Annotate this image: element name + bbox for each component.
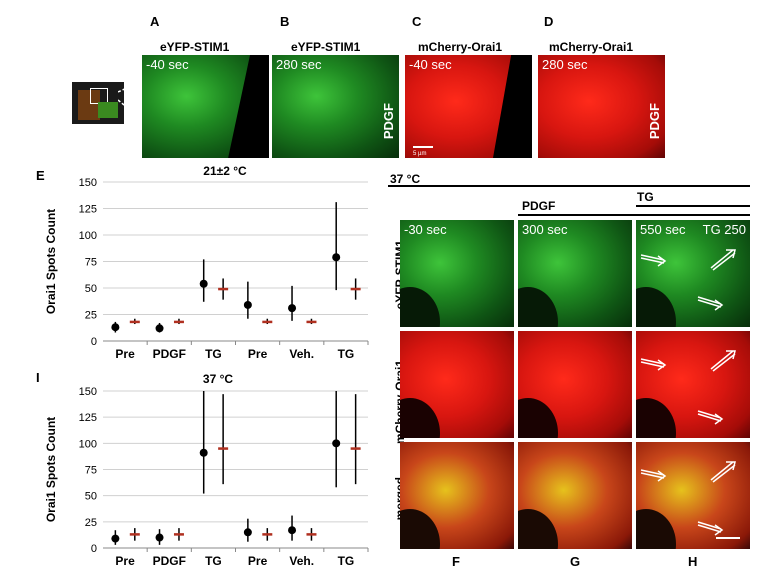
chart-e-xtick-label: PDGF [153,347,186,361]
col-letter-f: F [452,554,460,569]
chart-i-observed-point [155,533,164,542]
col-letter-g: G [570,554,581,569]
tg-bar [636,205,750,207]
chart-e-xtick-label: Pre [115,347,135,361]
panel-d-time: 280 sec [542,57,588,72]
chart-e: 21±2 °C Orai1 Spots Count 0 25 50 75 100 125 150… [44,164,369,361]
panel-letter-e: E [36,168,45,183]
grid-pdgf-label: PDGF [522,199,556,213]
panel-c-time: -40 sec [409,57,452,72]
panel-letter-b: B [280,14,290,29]
chart-e-ytick-label: 150 [79,177,97,189]
chart-e-ytick-label: 0 [91,336,97,348]
panel-h-orai1-arrows [640,350,736,425]
panel-g-merged [518,442,632,549]
panel-f-stim1: -30 sec [400,220,514,327]
panel-a-title: eYFP-STIM1 [160,40,230,54]
panel-d-pdgf-label: PDGF [647,103,662,140]
chart-i-observed-point [199,448,208,457]
chart-i-xtick-label: TG [338,554,355,568]
chart-i-ylabel: Orai1 Spots Count [44,417,58,522]
chart-e-xtick-label: TG [338,347,355,361]
chart-i-observed-point [111,534,120,543]
chart-e-ylabel: Orai1 Spots Count [44,209,58,314]
panel-c-image: -40 sec 5 µm [405,55,532,158]
chart-i-ytick-label: 50 [85,491,97,503]
chart-e-observed-point [155,324,164,333]
chart-i-xtick-label: Pre [248,554,268,568]
grid-tg-label: TG [637,190,654,204]
panel-letter-i: I [36,370,40,385]
chart-e-observed-point [332,253,341,262]
chart-i-xtick-label: Veh. [289,554,314,568]
chart-i-xtick-label: Pre [115,554,135,568]
panel-f-merged [400,442,514,549]
panel-d-title: mCherry-Orai1 [549,40,634,54]
panel-b-image: 280 sec PDGF [272,55,399,158]
panel-g-orai1 [518,331,632,438]
panel-b-time: 280 sec [276,57,322,72]
panel-h-tg-time: TG 250 [702,222,746,237]
panel-d-image: 280 sec PDGF [538,55,665,158]
panel-c-scalebar: 5 µm [413,151,427,157]
chart-e-xtick-label: Pre [248,347,268,361]
chart-e-observed-point [243,300,252,309]
panel-h-orai1 [636,331,750,438]
panel-b-title: eYFP-STIM1 [291,40,361,54]
chart-i-xtick-label: TG [205,554,222,568]
chart-e-ytick-label: 100 [79,230,97,242]
panel-b-pdgf-label: PDGF [381,103,396,140]
inset-thumbnail [72,82,124,124]
panel-g-stim1: 300 sec [518,220,632,327]
temp-bar [388,185,750,187]
chart-i-ytick-label: 0 [91,543,97,555]
panel-h-time: 550 sec [640,222,686,237]
chart-e-xtick-label: TG [205,347,222,361]
chart-e-observed-point [111,323,120,332]
chart-i-ytick-label: 150 [79,386,97,398]
panel-a-image: -40 sec [142,55,269,158]
chart-e-ytick-label: 125 [79,204,97,216]
chart-i-ytick-label: 75 [85,465,97,477]
panel-f-orai1 [400,331,514,438]
panel-h-merged [636,442,750,549]
panel-letter-d: D [544,14,554,29]
pdgf-bar [518,214,750,216]
chart-e-observed-point [199,279,208,288]
panel-f-time: -30 sec [404,222,447,237]
panel-a-time: -40 sec [146,57,189,72]
chart-e-xtick-label: Veh. [289,347,314,361]
chart-e-ytick-label: 75 [85,257,97,269]
grid-temperature: 37 °C [390,172,421,186]
chart-i: 37 °C Orai1 Spots Count 0 25 50 75 100 125 150 Pr… [44,372,369,568]
chart-e-ytick-label: 25 [85,310,97,322]
chart-i-ytick-label: 25 [85,517,97,529]
panel-h-stim1-arrows [640,249,736,311]
chart-i-observed-point [332,439,341,448]
chart-i-observed-point [288,526,297,535]
chart-e-ytick-label: 50 [85,283,97,295]
chart-i-xtick-label: PDGF [153,554,186,568]
col-letter-h: H [688,554,698,569]
chart-i-observed-point [243,528,252,537]
panel-h-merged-arrows [640,461,740,539]
panel-letter-a: A [150,14,160,29]
chart-e-title: 21±2 °C [203,164,247,178]
panel-h-stim1: 550 sec TG 250 [636,220,750,327]
chart-e-observed-point [288,304,297,313]
chart-i-ytick-label: 100 [79,438,97,450]
chart-i-ytick-label: 125 [79,412,97,424]
chart-i-title: 37 °C [203,372,233,386]
panel-g-time: 300 sec [522,222,568,237]
panel-letter-c: C [412,14,422,29]
inset-zoom-lines [118,81,141,119]
panel-c-title: mCherry-Orai1 [418,40,503,54]
